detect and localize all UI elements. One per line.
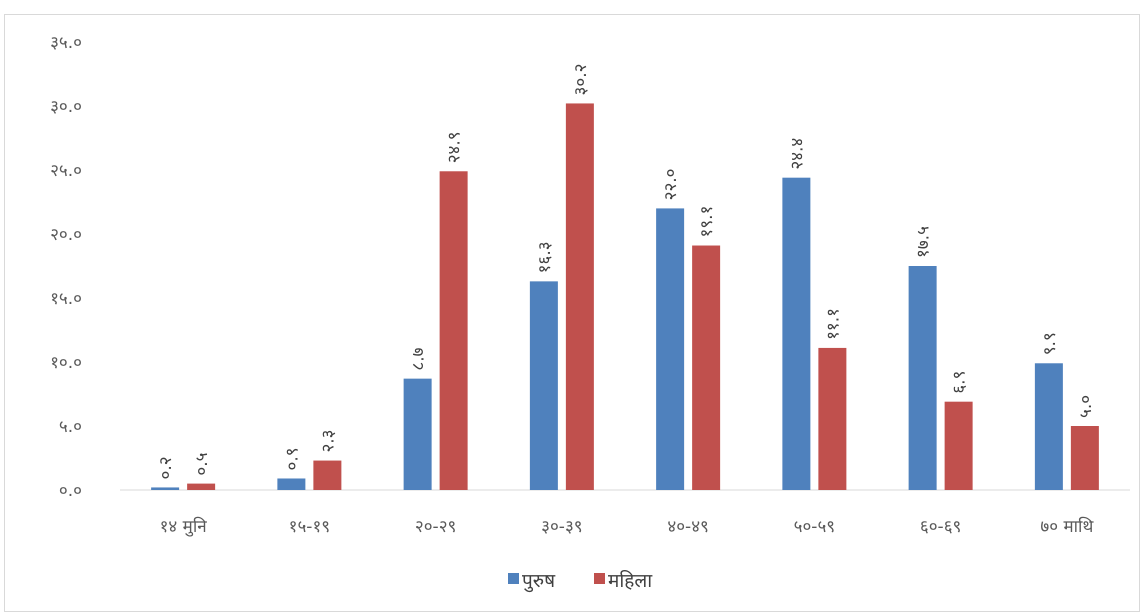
- data-label: ८.७: [409, 347, 429, 370]
- data-label: ०.५: [192, 453, 212, 476]
- x-tick-label: ३०-३९: [541, 517, 583, 537]
- x-tick-label: ६०-६९: [920, 517, 962, 537]
- bar-male: [529, 281, 558, 490]
- y-tick-label: १०.०: [50, 353, 82, 373]
- data-label: २४.९: [445, 131, 465, 163]
- data-label: ०.९: [282, 447, 302, 470]
- bar-male: [1034, 363, 1063, 490]
- x-tick-label: १५-१९: [289, 517, 331, 537]
- bar-female: [187, 483, 216, 490]
- bar-female: [439, 171, 468, 490]
- bar-female: [1070, 426, 1099, 490]
- y-tick-label: ३५.०: [50, 33, 82, 53]
- bar-female: [818, 347, 847, 490]
- data-label: २४.४: [787, 138, 807, 170]
- data-label: ११.१: [823, 308, 843, 340]
- y-tick-label: २०.०: [50, 225, 82, 245]
- y-tick-label: ०.०: [59, 481, 82, 501]
- legend-swatch: [594, 573, 605, 584]
- bar-male: [782, 177, 811, 490]
- bar-male: [277, 478, 306, 490]
- bar-female: [692, 245, 721, 490]
- bar-male: [908, 266, 937, 490]
- data-labels: ०.२ ०.५ ०.९ २.३ ८.७ २४.९ १६.३ ३०.२ २२.० १९.१ २४.४ १…: [156, 64, 1096, 480]
- data-label: १७.५: [914, 226, 934, 258]
- bar-female: [313, 460, 342, 490]
- x-tick-label: १४ मुनि: [160, 516, 208, 537]
- y-tick-label: ३०.०: [50, 97, 82, 117]
- x-tick-label: ७० माथि: [1040, 516, 1094, 537]
- data-label: ०.२: [156, 456, 176, 479]
- bar-male: [151, 487, 180, 490]
- data-label: २२.०: [661, 168, 681, 200]
- data-label: ६.९: [950, 371, 970, 394]
- legend-swatch: [508, 573, 519, 584]
- data-label: १६.३: [535, 241, 555, 273]
- legend-label: महिला: [608, 569, 653, 592]
- legend-label: पुरुष: [522, 570, 556, 593]
- bar-female: [565, 103, 594, 490]
- data-label: २.३: [318, 429, 338, 452]
- data-label: ९.९: [1040, 332, 1060, 355]
- bar-male: [403, 378, 432, 490]
- y-tick-label: ५.०: [59, 417, 82, 437]
- y-tick-label: १५.०: [50, 289, 82, 309]
- bar-male: [656, 208, 685, 490]
- x-tick-label: ५०-५९: [794, 517, 836, 537]
- x-tick-label: ४०-४९: [667, 517, 709, 537]
- y-tick-label: २५.०: [50, 161, 82, 181]
- data-label: ३०.२: [571, 64, 591, 96]
- data-label: ५.०: [1076, 395, 1096, 418]
- x-axis-labels: १४ मुनि १५-१९ २०-२९ ३०-३९ ४०-४९ ५०-५९ ६०-६९ ७० …: [160, 516, 1095, 537]
- data-label: १९.१: [697, 206, 717, 238]
- bar-female: [944, 401, 973, 490]
- y-axis-labels: ०.० ५.० १०.० १५.० २०.० २५.० ३०.० ३५.०: [50, 33, 82, 501]
- bars: [151, 103, 1099, 490]
- legend: पुरुष महिला: [508, 569, 653, 593]
- x-tick-label: २०-२९: [415, 517, 457, 537]
